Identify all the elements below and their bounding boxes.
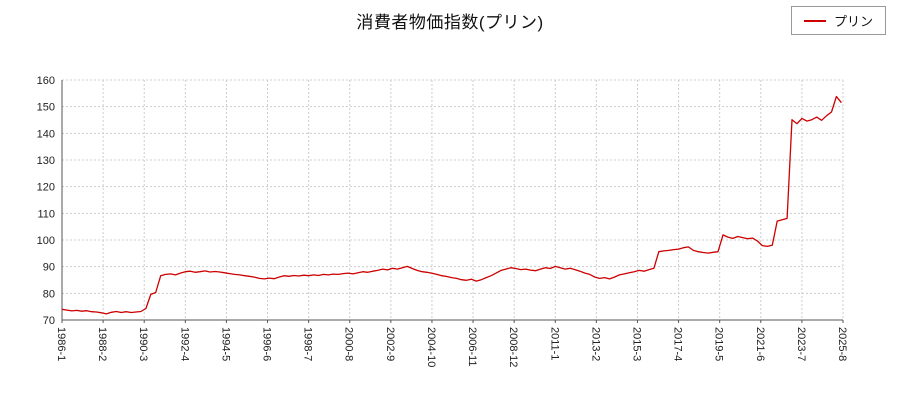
- svg-text:70: 70: [43, 315, 55, 327]
- svg-text:1994-5: 1994-5: [219, 327, 231, 361]
- svg-text:2019-5: 2019-5: [713, 327, 725, 361]
- page-title: 消費者物価指数(プリン): [356, 13, 544, 32]
- svg-text:1998-7: 1998-7: [302, 327, 314, 361]
- svg-text:2013-2: 2013-2: [589, 327, 601, 361]
- svg-text:2002-9: 2002-9: [384, 327, 396, 361]
- svg-text:140: 140: [37, 128, 55, 140]
- svg-text:120: 120: [37, 182, 55, 194]
- svg-text:110: 110: [37, 208, 55, 220]
- svg-text:150: 150: [37, 102, 55, 114]
- svg-text:80: 80: [43, 288, 55, 300]
- legend-label: プリン: [833, 14, 873, 29]
- svg-text:2021-6: 2021-6: [754, 327, 766, 361]
- svg-text:2000-8: 2000-8: [343, 327, 355, 361]
- svg-text:2025-8: 2025-8: [836, 327, 848, 361]
- svg-text:2006-11: 2006-11: [466, 327, 478, 367]
- svg-text:1986-1: 1986-1: [55, 327, 67, 361]
- svg-text:1996-6: 1996-6: [261, 327, 273, 361]
- legend: プリン: [790, 6, 886, 35]
- svg-text:90: 90: [43, 262, 55, 274]
- svg-text:2004-10: 2004-10: [425, 327, 437, 367]
- svg-text:160: 160: [37, 75, 55, 87]
- svg-text:2017-4: 2017-4: [672, 327, 684, 361]
- svg-text:1990-3: 1990-3: [137, 327, 149, 361]
- legend-line-icon: [803, 19, 826, 22]
- svg-text:2023-7: 2023-7: [795, 327, 807, 361]
- svg-text:100: 100: [37, 235, 55, 247]
- svg-text:1992-4: 1992-4: [178, 327, 190, 361]
- svg-text:1988-2: 1988-2: [96, 327, 108, 361]
- svg-text:2015-3: 2015-3: [630, 327, 642, 361]
- svg-text:130: 130: [37, 155, 55, 167]
- svg-text:2011-1: 2011-1: [548, 327, 560, 360]
- svg-text:2008-12: 2008-12: [507, 327, 519, 367]
